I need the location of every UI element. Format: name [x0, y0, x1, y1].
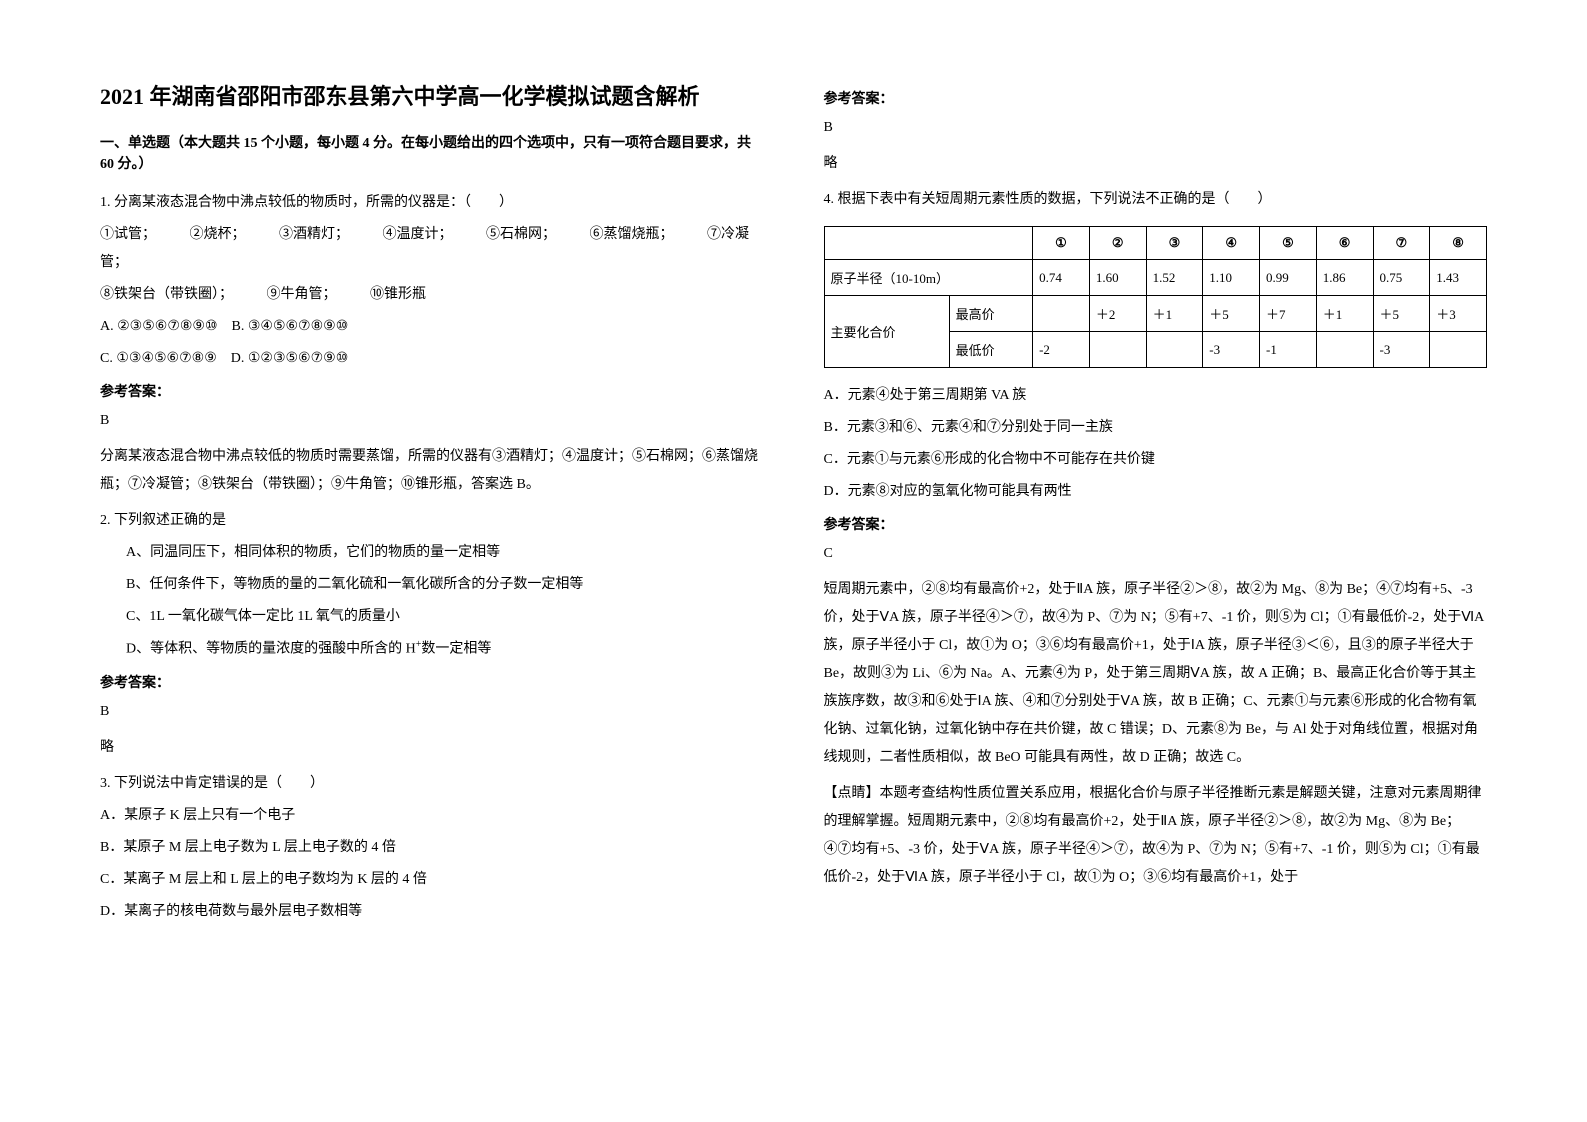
q3-option-b: B．某原子 M 层上电子数为 L 层上电子数的 4 倍: [100, 834, 764, 862]
cell: 1.60: [1089, 260, 1146, 296]
q3-answer: B: [824, 114, 1488, 142]
cell: 0.75: [1373, 260, 1430, 296]
cell: -2: [1033, 332, 1090, 368]
q1-item-10: ⑩锥形瓶: [370, 287, 426, 302]
th-4: ④: [1203, 227, 1260, 260]
row-label-max: 最高价: [949, 296, 1032, 332]
cell: ＋3: [1430, 296, 1487, 332]
cell: 0.99: [1260, 260, 1317, 296]
cell: -3: [1373, 332, 1430, 368]
table-header-row: ① ② ③ ④ ⑤ ⑥ ⑦ ⑧: [824, 227, 1487, 260]
q2-option-a: A、同温同压下，相同体积的物质，它们的物质的量一定相等: [100, 539, 764, 567]
q3-stem: 3. 下列说法中肯定错误的是（ ）: [100, 770, 764, 798]
cell: ＋7: [1260, 296, 1317, 332]
th-blank: [824, 227, 1033, 260]
q2-answer: B: [100, 698, 764, 726]
cell: ＋2: [1089, 296, 1146, 332]
cell: 1.43: [1430, 260, 1487, 296]
row-label-radius: 原子半径（10-10m）: [824, 260, 1033, 296]
cell: 1.10: [1203, 260, 1260, 296]
q1-item-1: ①试管；: [100, 227, 156, 242]
q3-option-a: A．某原子 K 层上只有一个电子: [100, 802, 764, 830]
q4-option-c: C．元素①与元素⑥形成的化合物中不可能存在共价键: [824, 446, 1488, 474]
q2-option-d: D、等体积、等物质的量浓度的强酸中所含的 H+数一定相等: [100, 635, 764, 664]
th-1: ①: [1033, 227, 1090, 260]
q2-answer-label: 参考答案：: [100, 672, 764, 692]
q3-option-d: D．某离子的核电荷数与最外层电子数相等: [100, 898, 764, 926]
q1-options-ab: A. ②③⑤⑥⑦⑧⑨⑩ B. ③④⑤⑥⑦⑧⑨⑩: [100, 313, 764, 341]
q2-d-pre: D、等体积、等物质的量浓度的强酸中所含的 H: [126, 642, 416, 657]
q1-items-line1: ①试管； ②烧杯； ③酒精灯； ④温度计； ⑤石棉网； ⑥蒸馏烧瓶； ⑦冷凝管；: [100, 221, 764, 277]
table-row-radius: 原子半径（10-10m） 0.74 1.60 1.52 1.10 0.99 1.…: [824, 260, 1487, 296]
q1-item-2: ②烧杯；: [190, 227, 246, 242]
q1-item-5: ⑤石棉网；: [486, 227, 556, 242]
cell: 1.52: [1146, 260, 1203, 296]
q1-item-4: ④温度计；: [383, 227, 453, 242]
q4-answer-label: 参考答案：: [824, 514, 1488, 534]
right-column: 参考答案： B 略 4. 根据下表中有关短周期元素性质的数据，下列说法不正确的是…: [824, 80, 1488, 1082]
section-heading: 一、单选题（本大题共 15 个小题，每小题 4 分。在每小题给出的四个选项中，只…: [100, 133, 764, 175]
cell: 0.74: [1033, 260, 1090, 296]
table-row-maxval: 主要化合价 最高价 ＋2 ＋1 ＋5 ＋7 ＋1 ＋5 ＋3: [824, 296, 1487, 332]
q1-answer: B: [100, 407, 764, 435]
exam-title: 2021 年湖南省邵阳市邵东县第六中学高一化学模拟试题含解析: [100, 80, 764, 113]
cell: [1089, 332, 1146, 368]
cell: [1146, 332, 1203, 368]
q2-brief: 略: [100, 734, 764, 762]
q3-brief: 略: [824, 150, 1488, 178]
cell: ＋5: [1203, 296, 1260, 332]
left-column: 2021 年湖南省邵阳市邵东县第六中学高一化学模拟试题含解析 一、单选题（本大题…: [100, 80, 764, 1082]
q1-stem: 1. 分离某液态混合物中沸点较低的物质时，所需的仪器是：（ ）: [100, 189, 764, 217]
cell: -1: [1260, 332, 1317, 368]
q1-items-line2: ⑧铁架台（带铁圈）； ⑨牛角管； ⑩锥形瓶: [100, 281, 764, 309]
q4-explanation-2: 【点睛】本题考查结构性质位置关系应用，根据化合价与原子半径推断元素是解题关键，注…: [824, 780, 1488, 892]
q1-options-cd: C. ①③④⑤⑥⑦⑧⑨ D. ①②③⑤⑥⑦⑨⑩: [100, 345, 764, 373]
q2-option-c: C、1L 一氧化碳气体一定比 1L 氧气的质量小: [100, 603, 764, 631]
th-6: ⑥: [1316, 227, 1373, 260]
th-5: ⑤: [1260, 227, 1317, 260]
cell: -3: [1203, 332, 1260, 368]
q4-answer: C: [824, 540, 1488, 568]
th-2: ②: [1089, 227, 1146, 260]
cell: ＋5: [1373, 296, 1430, 332]
q1-item-9: ⑨牛角管；: [267, 287, 337, 302]
q4-stem: 4. 根据下表中有关短周期元素性质的数据，下列说法不正确的是（ ）: [824, 186, 1488, 214]
q1-explanation: 分离某液态混合物中沸点较低的物质时需要蒸馏，所需的仪器有③酒精灯；④温度计；⑤石…: [100, 443, 764, 499]
q4-option-d: D．元素⑧对应的氢氧化物可能具有两性: [824, 478, 1488, 506]
cell: [1316, 332, 1373, 368]
q1-item-3: ③酒精灯；: [279, 227, 349, 242]
cell: ＋1: [1316, 296, 1373, 332]
cell: ＋1: [1146, 296, 1203, 332]
q4-option-a: A．元素④处于第三周期第 VA 族: [824, 382, 1488, 410]
cell: 1.86: [1316, 260, 1373, 296]
th-7: ⑦: [1373, 227, 1430, 260]
q4-option-b: B．元素③和⑥、元素④和⑦分别处于同一主族: [824, 414, 1488, 442]
q3-option-c: C．某离子 M 层上和 L 层上的电子数均为 K 层的 4 倍: [100, 866, 764, 894]
q1-answer-label: 参考答案：: [100, 381, 764, 401]
cell: [1430, 332, 1487, 368]
q2-option-b: B、任何条件下，等物质的量的二氧化硫和一氧化碳所含的分子数一定相等: [100, 571, 764, 599]
q3-answer-label: 参考答案：: [824, 88, 1488, 108]
th-3: ③: [1146, 227, 1203, 260]
th-8: ⑧: [1430, 227, 1487, 260]
q1-item-6: ⑥蒸馏烧瓶；: [590, 227, 674, 242]
cell: [1033, 296, 1090, 332]
element-table: ① ② ③ ④ ⑤ ⑥ ⑦ ⑧ 原子半径（10-10m） 0.74 1.60 1…: [824, 226, 1488, 368]
page: 2021 年湖南省邵阳市邵东县第六中学高一化学模拟试题含解析 一、单选题（本大题…: [0, 0, 1587, 1122]
q2-d-post: 数一定相等: [421, 642, 491, 657]
q2-stem: 2. 下列叙述正确的是: [100, 507, 764, 535]
row-group-valence: 主要化合价: [824, 296, 949, 368]
row-label-min: 最低价: [949, 332, 1032, 368]
q4-explanation-1: 短周期元素中，②⑧均有最高价+2，处于ⅡA 族，原子半径②＞⑧，故②为 Mg、⑧…: [824, 576, 1488, 772]
q1-item-8: ⑧铁架台（带铁圈）；: [100, 287, 233, 302]
